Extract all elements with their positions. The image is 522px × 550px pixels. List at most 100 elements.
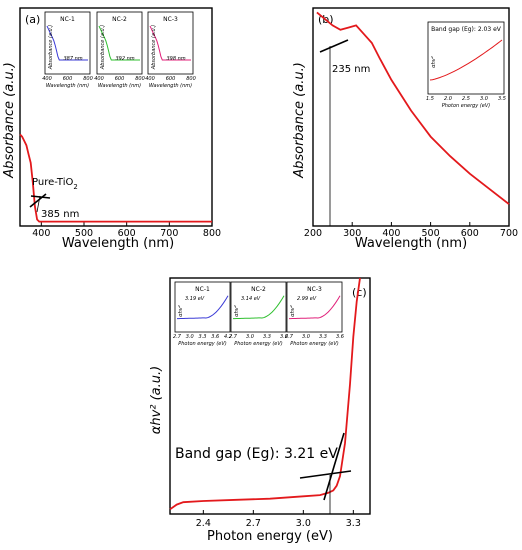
panel-c-ylabel: αhv² (a.u.) <box>149 366 164 434</box>
panel-c-inset-3-xtick-label: 3.6 <box>336 334 344 340</box>
panel-a-xlabel: Wavelength (nm) <box>62 236 174 251</box>
panel-b-inset-1-xtick-label: 3.5 <box>498 96 506 102</box>
panel-a-inset-1-xtick-label: 600 <box>63 76 73 82</box>
panel-b-ylabel: Absorbance (a.u.) <box>292 62 307 179</box>
panel-c-inset-2-xlabel: Photon energy (eV) <box>234 341 283 347</box>
panel-b-inset-1: Band gap (Eg): 2.03 eV 1.5 2.0 2.5 3.0 3.5 Pho… <box>426 21 506 109</box>
panel-a-inset-1-edge-label: 387 nm <box>64 56 83 62</box>
panel-b-inset-1-xtick-label: 1.5 <box>426 96 434 102</box>
panel-a-inset-2-ylabel: Absorbance (a.u.) <box>100 25 106 70</box>
panel-b-inset-1-xtick-label: 2.0 <box>444 96 452 102</box>
panel-c-baseline-fit <box>299 470 352 479</box>
panel-a-inset-1-series-line <box>46 25 88 61</box>
panel-c-xlabel: Photon energy (eV) <box>207 529 333 544</box>
panel-c-inset-3-xlabel: Photon energy (eV) <box>290 341 339 347</box>
panel-c-inset-3-value-label: 2.99 eV <box>297 296 317 302</box>
panel-a-xtick-label: 800 <box>203 228 221 239</box>
panel-b-inset-1-xtick-label: 2.5 <box>462 96 470 102</box>
panel-a-leader <box>36 195 41 213</box>
panel-a-frame <box>19 7 213 227</box>
panel-b-inset-1-frame <box>427 21 505 95</box>
panel-c-inset-1-title: NC-1 <box>195 286 210 293</box>
panel-a-inset-2-frame <box>96 11 143 75</box>
panel-c-inset-3-title: NC-3 <box>307 286 322 293</box>
panel-c-frame <box>169 277 371 515</box>
panel-a-inset-3-xtick-label: 400 <box>145 76 155 82</box>
panel-a-xtick-label: 400 <box>32 228 50 239</box>
panel-a-inset-1-ylabel: Absorbance (a.u.) <box>48 25 54 70</box>
panel-c-series-line <box>169 277 361 511</box>
panel-b-xticks: 200 300 400 500 600 700 <box>304 222 518 239</box>
panel-b-xtick-label: 600 <box>461 228 479 239</box>
panel-a-inset-2-series-line <box>98 25 140 61</box>
panel-a-inset-1-xlabel: Wavelength (nm) <box>46 83 89 89</box>
panel-c-inset-3-ylabel: αhv² <box>290 305 296 316</box>
panel-c-inset-3-series-line <box>289 295 341 320</box>
panel-c-inset-3-xtick-label: 3.3 <box>319 334 327 340</box>
panel-a-label-tio2: Pure-TiO2 <box>32 177 78 191</box>
panel-a-inset-2-title: NC-2 <box>112 16 127 23</box>
panel-a-inset-2-xtick-label: 400 <box>94 76 104 82</box>
panel-b-inset-1-xtick-label: 3.0 <box>480 96 488 102</box>
panel-a-inset-1-frame <box>44 11 91 75</box>
panel-c-xtick-label: 2.4 <box>196 518 211 529</box>
panel-b-xlabel: Wavelength (nm) <box>355 236 467 251</box>
panel-c-label: (c) <box>352 286 367 299</box>
panel-b-edge-label: 235 nm <box>332 64 370 75</box>
panel-a-xtick-label: 600 <box>118 228 136 239</box>
panel-c-inset-1-series-line <box>177 295 229 320</box>
panel-a-inset-3-ylabel: Absorbance (a.u.) <box>151 25 157 70</box>
panel-b-xtick-label: 500 <box>422 228 440 239</box>
panel-c-inset-2-xtick-label: 3.0 <box>246 334 254 340</box>
panel-b-series-line <box>316 11 510 205</box>
panel-a-inset-2-xlabel: Wavelength (nm) <box>98 83 141 89</box>
panel-c-xtick-label: 3.0 <box>296 518 311 529</box>
panel-c-xtick-label: 3.3 <box>346 518 361 529</box>
panel-a-inset-3-frame <box>147 11 194 75</box>
panel-a-inset-3-title: NC-3 <box>163 16 178 23</box>
panel-c-inset-3-xtick-label: 3.0 <box>302 334 310 340</box>
panel-a-xtick-label: 500 <box>75 228 93 239</box>
panel-a-inset-3-series-line <box>149 25 191 61</box>
panel-c-inset-1-xtick-label: 3.3 <box>199 334 207 340</box>
panel-c-inset-1-xtick-label: 3.6 <box>211 334 219 340</box>
panel-c-inset-2-series-line <box>233 295 285 320</box>
panel-c-inset-2-xtick-label: 3.3 <box>263 334 271 340</box>
panel-a-inset-3-edge-label: 398 nm <box>167 56 186 62</box>
panel-a-inset-1-title: NC-1 <box>60 16 75 23</box>
panel-b-xtick-label: 400 <box>382 228 400 239</box>
panel-a: (a) 400 500 600 700 800 Wavelength (nm) Abso… <box>2 7 221 251</box>
panel-b-xtick-label: 300 <box>343 228 361 239</box>
panel-c-bandgap-label: Band gap (Eg): 3.21 eV <box>175 446 338 462</box>
panel-c-inset-2-value-label: 3.14 eV <box>241 296 261 302</box>
panel-c-inset-1-xlabel: Photon energy (eV) <box>178 341 227 347</box>
panel-b: (b) 200 300 400 500 600 700 Wavelength (nm) A… <box>292 7 518 251</box>
panel-c-inset-1-value-label: 3.19 eV <box>185 296 205 302</box>
panel-a-xticks: 400 500 600 700 800 <box>32 222 221 239</box>
panel-a-tangent <box>29 193 47 208</box>
panel-c-xtick-label: 2.7 <box>246 518 261 529</box>
panel-c-inset-3-xtick-label: 2.7 <box>285 334 294 340</box>
panel-a-inset-1-xtick-label: 400 <box>42 76 52 82</box>
panel-c-inset-2-ylabel: αhv² <box>234 305 240 316</box>
panel-a-inset-2-edge-label: 392 nm <box>116 56 135 62</box>
panel-a-series-line <box>19 133 212 223</box>
panel-c-inset-1-xtick-label: 3.0 <box>186 334 194 340</box>
panel-b-inset-1-ylabel: αhv² <box>431 56 437 67</box>
panel-a-inset-1-xtick-label: 800 <box>83 76 93 82</box>
panel-c-inset-2-title: NC-2 <box>251 286 266 293</box>
panel-b-xtick-label: 200 <box>304 228 322 239</box>
panel-a-inset-3-xtick-label: 600 <box>166 76 176 82</box>
panel-a-baseline-fit <box>30 195 51 199</box>
panel-b-xtick-label: 700 <box>500 228 518 239</box>
panel-c-inset-1-xtick-label: 2.7 <box>173 334 182 340</box>
panel-b-inset-1-series-line <box>429 39 503 81</box>
panel-c-inset-2-xtick-label: 3.6 <box>280 334 288 340</box>
panel-c: (c) 2.4 2.7 3.0 3.3 Photon energy (eV) αhv²… <box>149 277 371 544</box>
